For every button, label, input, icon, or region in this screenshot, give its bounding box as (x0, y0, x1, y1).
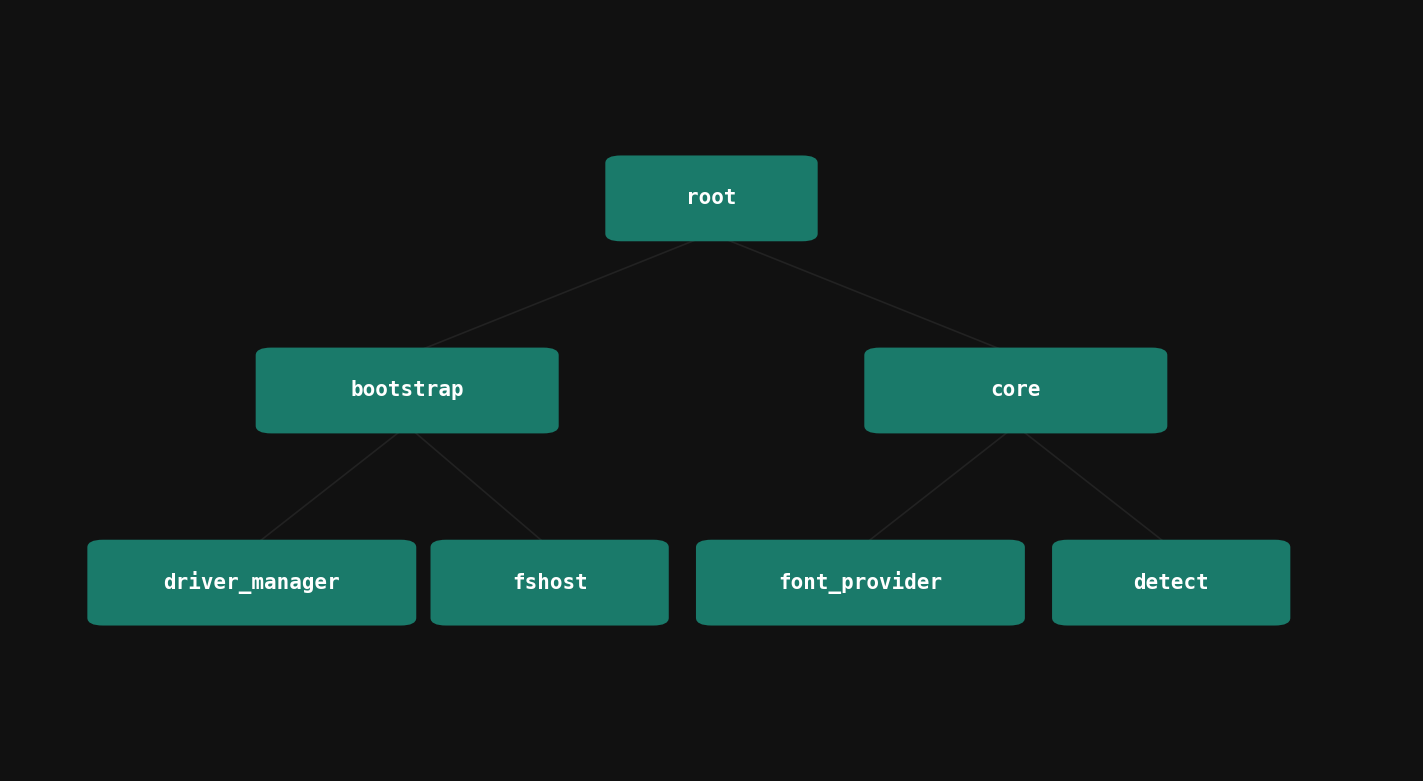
Text: detect: detect (1133, 572, 1210, 593)
Text: root: root (686, 188, 737, 209)
FancyBboxPatch shape (431, 540, 669, 626)
Text: bootstrap: bootstrap (350, 380, 464, 401)
Text: font_provider: font_provider (778, 571, 942, 594)
FancyBboxPatch shape (1052, 540, 1291, 626)
FancyBboxPatch shape (864, 348, 1167, 433)
Text: fshost: fshost (512, 572, 588, 593)
Text: core: core (990, 380, 1042, 401)
FancyBboxPatch shape (696, 540, 1025, 626)
Text: driver_manager: driver_manager (164, 571, 340, 594)
FancyBboxPatch shape (87, 540, 417, 626)
FancyBboxPatch shape (256, 348, 559, 433)
FancyBboxPatch shape (605, 155, 818, 241)
